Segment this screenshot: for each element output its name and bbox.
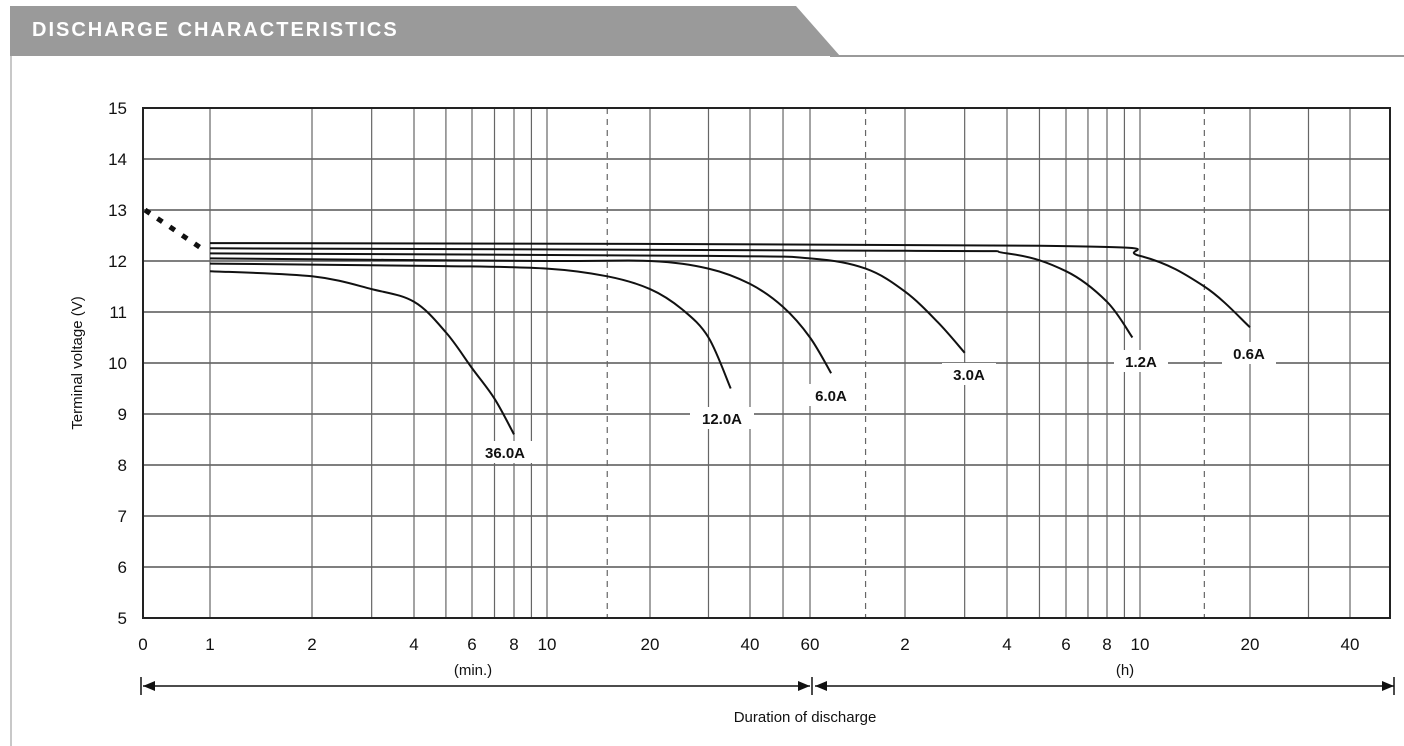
- x-tick-label-min: 8: [509, 635, 518, 654]
- curve-label-bg: [1114, 350, 1168, 372]
- x-axis-title: Duration of discharge: [734, 709, 877, 726]
- header-divider: [830, 55, 1404, 57]
- curve-label: 6.0A: [815, 388, 847, 405]
- y-tick-label: 10: [108, 354, 127, 373]
- x-tick-label-h: 40: [1341, 635, 1360, 654]
- chart-labels: 36.0A 12.0A 6.0A 3.0A 1.2A 0.6A: [473, 342, 1276, 463]
- curve-12_0A: [209, 262, 732, 389]
- curve-label-bg: [1222, 342, 1276, 364]
- x-unit-min: (min.): [454, 662, 492, 679]
- x-tick-label-h: 8: [1102, 635, 1111, 654]
- y-tick-label: 14: [108, 150, 127, 169]
- header-tab: [10, 6, 840, 56]
- x-tick-label-min: 4: [409, 635, 418, 654]
- plot-frame: [142, 107, 1391, 619]
- arrow-head: [815, 681, 827, 691]
- y-tick-label: 6: [118, 558, 127, 577]
- chart-grid: [143, 107, 1390, 619]
- curve-label-bg: [942, 363, 996, 385]
- curve-label: 0.6A: [1233, 346, 1265, 363]
- y-tick-label: 8: [118, 456, 127, 475]
- curve-1_2A: [209, 247, 1134, 339]
- x-tick-label-h: 6: [1061, 635, 1070, 654]
- y-axis-title: Terminal voltage (V): [69, 296, 86, 429]
- x-tick-label-h: 20: [1241, 635, 1260, 654]
- curve-label-bg: [690, 407, 754, 429]
- x-tick-label-min: 6: [467, 635, 476, 654]
- y-tick-label: 11: [109, 303, 127, 322]
- x-tick-label-min: 60: [801, 635, 820, 654]
- curve-label: 3.0A: [953, 367, 985, 384]
- y-tick-label: 9: [118, 405, 127, 424]
- y-tick-label: 5: [118, 609, 127, 628]
- initial-dashed-segment: [143, 207, 207, 253]
- arrow-head: [1382, 681, 1394, 691]
- curve-label: 36.0A: [485, 445, 525, 462]
- x-tick-label-h: 4: [1002, 635, 1011, 654]
- curve-label-bg: [804, 384, 858, 406]
- x-tick-label-min: 10: [538, 635, 557, 654]
- y-tick-label: 15: [108, 99, 127, 118]
- page-title: DISCHARGE CHARACTERISTICS: [32, 19, 399, 41]
- chart-curves: [143, 207, 1251, 435]
- x-unit-h: (h): [1116, 662, 1134, 679]
- curve-label-bg: [473, 441, 537, 463]
- arrow-head: [798, 681, 810, 691]
- left-divider: [10, 56, 12, 746]
- x-tick-label-min: 40: [741, 635, 760, 654]
- curve-3_0A: [209, 252, 966, 354]
- arrow-head: [143, 681, 155, 691]
- curve-label: 1.2A: [1125, 354, 1157, 371]
- x-tick-label-min: 0: [138, 635, 147, 654]
- curve-label: 12.0A: [702, 411, 742, 428]
- x-tick-label-min: 20: [641, 635, 660, 654]
- x-tick-label-min: 2: [307, 635, 316, 654]
- y-tick-label: 7: [118, 507, 127, 526]
- curve-36_0A: [209, 270, 515, 435]
- curve-6_0A: [209, 257, 832, 374]
- x-tick-label-h: 10: [1131, 635, 1150, 654]
- y-tick-label: 12: [108, 252, 127, 271]
- curve-0_6A: [209, 242, 1251, 329]
- y-tick-label: 13: [108, 201, 127, 220]
- x-tick-label-h: 2: [900, 635, 909, 654]
- x-tick-label-min: 1: [205, 635, 214, 654]
